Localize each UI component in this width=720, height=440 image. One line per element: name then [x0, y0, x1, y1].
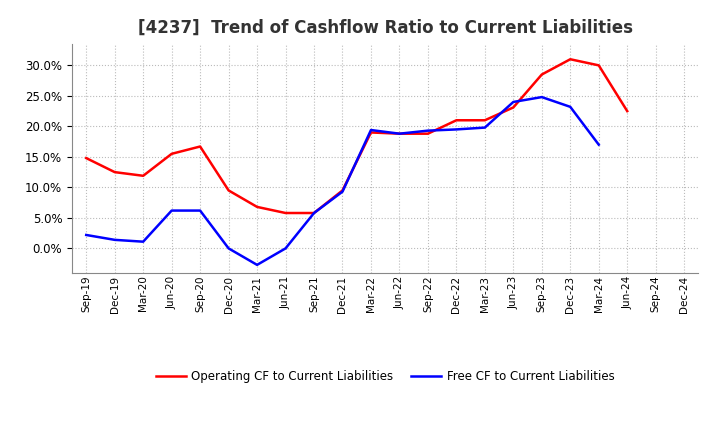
Operating CF to Current Liabilities	[282, 210, 290, 216]
Free CF to Current Liabilities	[196, 208, 204, 213]
Operating CF to Current Liabilities	[480, 117, 489, 123]
Line: Free CF to Current Liabilities: Free CF to Current Liabilities	[86, 97, 599, 265]
Operating CF to Current Liabilities	[167, 151, 176, 157]
Free CF to Current Liabilities	[338, 189, 347, 194]
Operating CF to Current Liabilities	[253, 204, 261, 209]
Legend: Operating CF to Current Liabilities, Free CF to Current Liabilities: Operating CF to Current Liabilities, Fre…	[151, 366, 619, 388]
Free CF to Current Liabilities	[595, 142, 603, 147]
Free CF to Current Liabilities	[366, 128, 375, 133]
Operating CF to Current Liabilities	[139, 173, 148, 179]
Operating CF to Current Liabilities	[623, 109, 631, 114]
Operating CF to Current Liabilities	[537, 72, 546, 77]
Free CF to Current Liabilities	[282, 246, 290, 251]
Free CF to Current Liabilities	[480, 125, 489, 130]
Free CF to Current Liabilities	[509, 99, 518, 105]
Operating CF to Current Liabilities	[110, 169, 119, 175]
Operating CF to Current Liabilities	[338, 188, 347, 193]
Free CF to Current Liabilities	[139, 239, 148, 244]
Free CF to Current Liabilities	[167, 208, 176, 213]
Line: Operating CF to Current Liabilities: Operating CF to Current Liabilities	[86, 59, 627, 213]
Free CF to Current Liabilities	[566, 104, 575, 110]
Free CF to Current Liabilities	[395, 131, 404, 136]
Operating CF to Current Liabilities	[310, 210, 318, 216]
Free CF to Current Liabilities	[253, 262, 261, 268]
Operating CF to Current Liabilities	[196, 144, 204, 149]
Free CF to Current Liabilities	[537, 95, 546, 100]
Operating CF to Current Liabilities	[82, 155, 91, 161]
Operating CF to Current Liabilities	[566, 57, 575, 62]
Operating CF to Current Liabilities	[423, 131, 432, 136]
Free CF to Current Liabilities	[423, 128, 432, 133]
Free CF to Current Liabilities	[225, 246, 233, 251]
Free CF to Current Liabilities	[110, 237, 119, 242]
Operating CF to Current Liabilities	[595, 63, 603, 68]
Operating CF to Current Liabilities	[452, 117, 461, 123]
Free CF to Current Liabilities	[452, 127, 461, 132]
Operating CF to Current Liabilities	[395, 131, 404, 136]
Title: [4237]  Trend of Cashflow Ratio to Current Liabilities: [4237] Trend of Cashflow Ratio to Curren…	[138, 19, 633, 37]
Operating CF to Current Liabilities	[509, 105, 518, 110]
Operating CF to Current Liabilities	[366, 130, 375, 135]
Free CF to Current Liabilities	[82, 232, 91, 238]
Free CF to Current Liabilities	[310, 210, 318, 216]
Operating CF to Current Liabilities	[225, 188, 233, 193]
